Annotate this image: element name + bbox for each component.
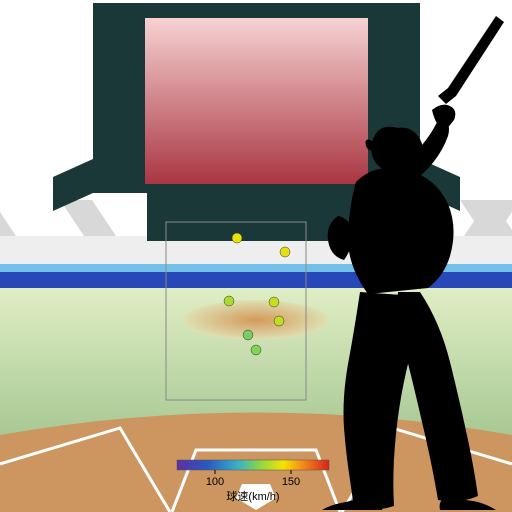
pitch-marker	[243, 330, 253, 340]
svg-text:100: 100	[206, 476, 224, 488]
pitch-location-chart: 100 150 球速(km/h)	[0, 0, 512, 512]
pitch-marker	[224, 296, 234, 306]
svg-text:150: 150	[282, 476, 300, 488]
legend-gradient-bar	[177, 460, 329, 470]
pitch-marker	[269, 297, 279, 307]
legend-label: 球速(km/h)	[226, 489, 279, 503]
pitch-marker	[274, 316, 284, 326]
pitch-marker	[280, 247, 290, 257]
scoreboard-screen	[145, 18, 368, 184]
pitch-marker	[232, 233, 242, 243]
pitch-marker	[251, 345, 261, 355]
